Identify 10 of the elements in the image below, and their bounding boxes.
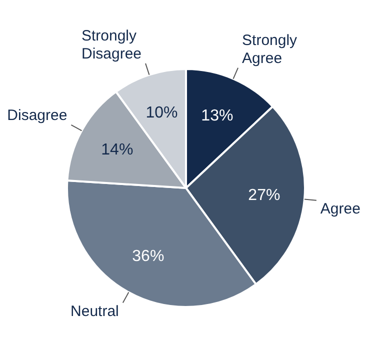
data-label: 27% — [248, 186, 280, 204]
slice-label: Strongly Disagree — [81, 28, 142, 63]
data-label: 13% — [201, 107, 234, 124]
slice-label: Neutral — [70, 302, 119, 320]
data-label: 36% — [132, 248, 164, 266]
data-label: 10% — [146, 104, 178, 122]
slice-label: Strongly Agree — [242, 32, 298, 67]
data-label: 14% — [101, 142, 134, 159]
slice-label: Agree — [320, 200, 360, 218]
slice-label: Disagree — [7, 107, 68, 124]
